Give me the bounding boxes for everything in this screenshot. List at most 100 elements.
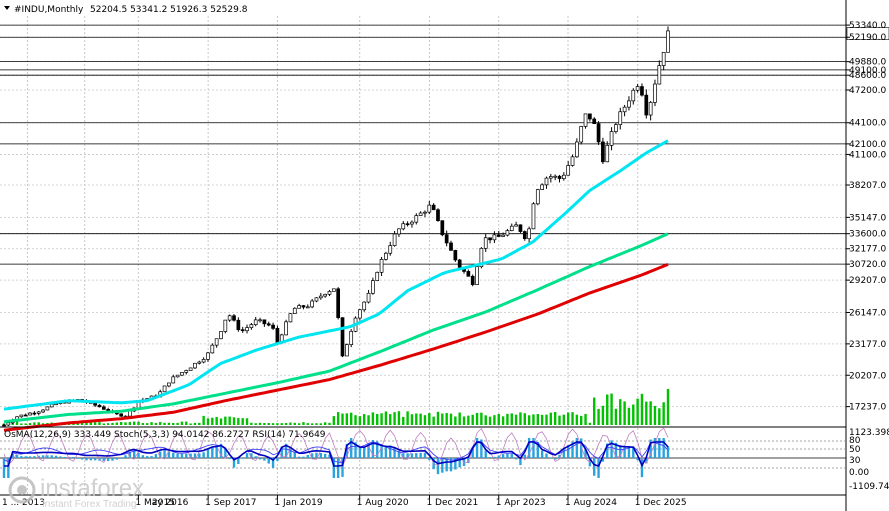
time-tick-label: 1 May 2016 — [135, 498, 188, 508]
osma-bar — [640, 458, 644, 478]
volume-bar — [458, 412, 461, 425]
candle-body — [588, 113, 592, 120]
volume-bar — [419, 413, 422, 425]
dropdown-triangle-icon[interactable] — [4, 6, 10, 10]
osma-bar — [189, 453, 192, 458]
osma-bar — [341, 458, 344, 477]
osma-bar — [302, 456, 305, 458]
candle-body — [440, 220, 445, 236]
indicator-tick-label: 0.00 — [849, 468, 869, 478]
candle-body — [167, 382, 171, 387]
osma-bar — [293, 452, 296, 458]
osma-bar — [276, 458, 279, 461]
osma-bar — [250, 453, 253, 458]
candle-body — [475, 266, 479, 285]
osma-bar — [54, 455, 58, 458]
volume-bar — [115, 422, 119, 425]
price-tick-label: 32177.0 — [849, 245, 886, 255]
candle-body — [397, 228, 401, 235]
osma-bar — [89, 458, 92, 461]
volume-bar — [132, 421, 136, 425]
price-tick-label: 44100.0 — [849, 119, 886, 129]
candle-body — [418, 212, 423, 216]
candle-body — [635, 86, 640, 91]
osma-bar — [514, 458, 518, 460]
candle-body — [119, 413, 124, 417]
osma-bar — [363, 446, 366, 458]
volume-bar — [328, 422, 331, 425]
volume-bar — [15, 421, 19, 425]
candle-body — [162, 385, 167, 393]
candle-body — [483, 237, 488, 249]
candle-body — [522, 231, 527, 240]
volume-bar — [358, 416, 362, 425]
volume-bar — [393, 412, 396, 425]
volume-bar — [545, 414, 548, 425]
candle-body — [232, 315, 236, 321]
candle-body — [666, 30, 670, 53]
osma-bar — [263, 458, 266, 461]
osma-bar — [497, 455, 500, 458]
volume-bar — [85, 422, 88, 425]
osma-bar — [80, 458, 84, 460]
candle-body — [236, 319, 241, 331]
candle-body — [193, 362, 197, 369]
candles — [2, 26, 670, 427]
candle-body — [609, 131, 614, 146]
volume-bar — [606, 394, 609, 425]
osma-bar — [63, 457, 66, 458]
volume-bar — [640, 393, 644, 425]
candle-body — [509, 225, 514, 231]
candle-body — [175, 374, 180, 378]
price-tick-label: 26147.0 — [849, 308, 886, 318]
osma-bar — [593, 458, 596, 476]
osma-bar — [488, 457, 492, 458]
candle-body — [23, 414, 28, 417]
volume-bars — [2, 388, 670, 425]
candle-body — [431, 204, 436, 211]
instaforex-logo-dot-icon — [17, 485, 27, 495]
volume-bar — [102, 423, 106, 425]
price-tick-label: 48600.0 — [849, 71, 886, 81]
ma-green-line — [3, 232, 669, 424]
volume-bar — [462, 416, 466, 425]
osma-bar — [167, 451, 171, 458]
volume-bar — [146, 423, 149, 425]
volume-bar — [527, 415, 531, 425]
candle-body — [488, 237, 492, 241]
indicator-header: OsMA(12,26,9) 333.449 Stoch(5,3,3) 94.01… — [4, 430, 326, 440]
osma-bar — [658, 438, 661, 458]
volume-bar — [228, 416, 231, 425]
candle-body — [427, 204, 432, 213]
volume-bar — [367, 415, 370, 425]
osma-bar — [2, 458, 6, 478]
osma-bar — [115, 458, 119, 460]
osma-bar — [15, 455, 19, 458]
candle-body — [171, 376, 176, 384]
indicator-tick-label: 30 — [849, 456, 861, 466]
volume-bar — [445, 413, 448, 425]
volume-bar — [593, 397, 596, 425]
price-tick-label: 47200.0 — [849, 86, 886, 96]
osma-bar — [475, 438, 479, 458]
candle-body — [657, 65, 662, 85]
osma-bar — [7, 458, 10, 478]
volume-bar — [536, 414, 540, 425]
osma-bar — [185, 453, 188, 458]
volume-bar — [584, 413, 587, 425]
osma-bar — [558, 454, 561, 458]
osma-bar — [445, 458, 448, 472]
signal-line — [4, 441, 669, 468]
osma-bar — [406, 453, 409, 458]
candle-body — [223, 319, 228, 332]
candle-body — [492, 234, 497, 241]
osma-bar — [627, 446, 631, 458]
volume-bar — [449, 413, 453, 425]
volume-bar — [658, 408, 661, 425]
volume-bar — [89, 421, 92, 425]
candle-body — [514, 224, 518, 227]
volume-bar — [619, 399, 622, 425]
candle-body — [371, 280, 375, 294]
